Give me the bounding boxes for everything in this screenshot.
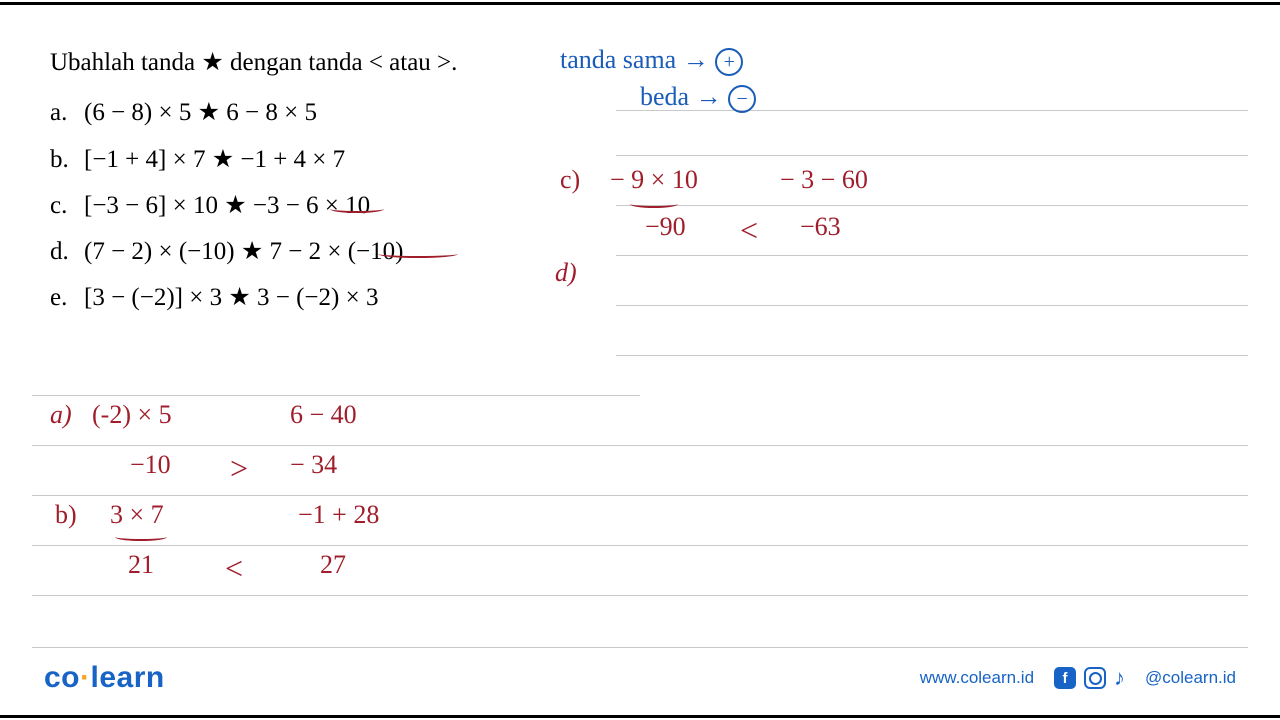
facebook-icon: f <box>1054 667 1076 689</box>
work-b-l2-right: 27 <box>320 550 346 580</box>
instagram-icon <box>1084 667 1106 689</box>
underline-mark-b <box>330 205 384 213</box>
work-b-op: < <box>225 550 243 587</box>
work-c-op: < <box>740 212 758 249</box>
work-a-l2-right: − 34 <box>290 450 337 480</box>
work-c-label: c) <box>560 165 580 195</box>
question-item-b: b.[−1 + 4] × 7 ★ −1 + 4 × 7 <box>50 137 457 183</box>
underline-mark-c <box>378 250 458 258</box>
work-c-l2-left: −90 <box>645 212 686 242</box>
note-sign-rule-2: beda → − <box>640 82 756 113</box>
work-b-l2-left: 21 <box>128 550 154 580</box>
tiktok-icon: ♪ <box>1114 665 1125 691</box>
social-icons: f ♪ <box>1054 665 1125 691</box>
underline-mark-work-c <box>630 200 678 208</box>
work-a-label: a) <box>50 400 72 430</box>
work-a-l1-right: 6 − 40 <box>290 400 357 430</box>
work-c-l1-left: − 9 × 10 <box>610 165 698 195</box>
work-b-l1-right: −1 + 28 <box>298 500 379 530</box>
question-item-c: c.[−3 − 6] × 10 ★ −3 − 6 × 10 <box>50 183 457 229</box>
footer-url: www.colearn.id <box>920 668 1034 688</box>
frame-top-border <box>0 2 1280 5</box>
work-b-l1-left: 3 × 7 <box>110 500 164 530</box>
footer-divider <box>32 647 1248 648</box>
work-a-op: > <box>230 450 248 487</box>
work-d-label: d) <box>555 258 577 288</box>
footer-right: www.colearn.id f ♪ @colearn.id <box>920 665 1236 691</box>
question-item-e: e.[3 − (−2)] × 3 ★ 3 − (−2) × 3 <box>50 275 457 321</box>
question-title: Ubahlah tanda ★ dengan tanda < atau >. <box>50 40 457 86</box>
work-b-label: b) <box>55 500 77 530</box>
frame-bottom-border <box>0 715 1280 718</box>
question-block: Ubahlah tanda ★ dengan tanda < atau >. a… <box>50 40 457 322</box>
note-sign-rule-1: tanda sama → + <box>560 45 743 76</box>
work-c-l1-right: − 3 − 60 <box>780 165 868 195</box>
footer: co·learn www.colearn.id f ♪ @colearn.id <box>0 654 1280 702</box>
circled-plus-icon: + <box>715 48 743 76</box>
underline-mark-work-b <box>115 533 167 541</box>
question-item-a: a.(6 − 8) × 5 ★ 6 − 8 × 5 <box>50 90 457 136</box>
circled-minus-icon: − <box>728 85 756 113</box>
brand-logo: co·learn <box>44 661 165 695</box>
footer-handle: @colearn.id <box>1145 668 1236 688</box>
work-a-l1-left: (-2) × 5 <box>92 400 172 430</box>
work-c-l2-right: −63 <box>800 212 841 242</box>
work-a-l2-left: −10 <box>130 450 171 480</box>
